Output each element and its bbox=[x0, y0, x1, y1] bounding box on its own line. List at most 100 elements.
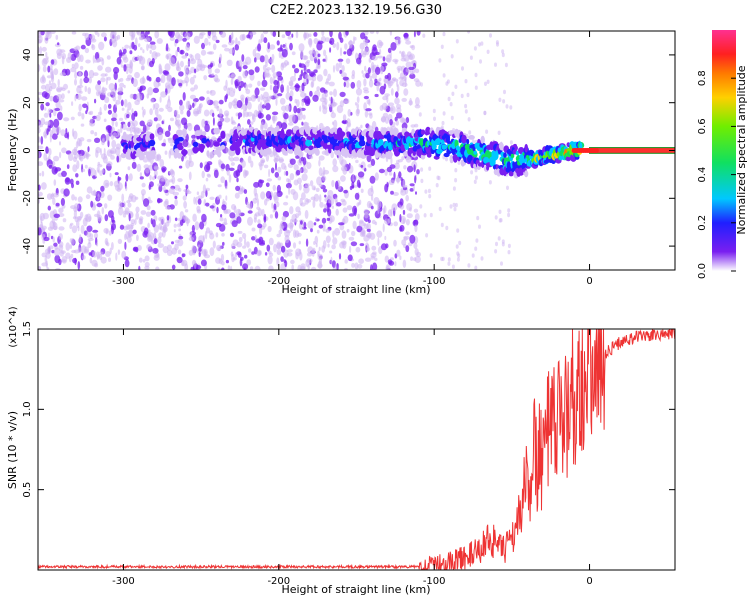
noise-speckle bbox=[226, 59, 233, 66]
noise-speckle bbox=[168, 57, 176, 66]
noise-speckle bbox=[355, 108, 360, 117]
noise-speckle bbox=[310, 266, 317, 270]
noise-speckle bbox=[157, 243, 164, 249]
carrier-line-steady bbox=[589, 147, 675, 154]
noise-speckle bbox=[105, 251, 111, 257]
noise-speckle bbox=[322, 240, 327, 249]
noise-speckle bbox=[272, 31, 277, 37]
noise-speckle bbox=[291, 219, 299, 223]
noise-speckle bbox=[297, 77, 301, 81]
noise-speckle bbox=[344, 43, 348, 50]
noise-speckle bbox=[357, 263, 363, 269]
noise-speckle bbox=[378, 77, 382, 82]
noise-speckle bbox=[89, 233, 94, 240]
noise-speckle bbox=[220, 214, 223, 218]
noise-speckle bbox=[182, 195, 187, 201]
noise-speckle bbox=[483, 110, 487, 116]
noise-speckle bbox=[175, 31, 181, 40]
y-tick-label: 0 bbox=[22, 147, 33, 153]
noise-speckle bbox=[94, 131, 98, 137]
carrier-track-point bbox=[217, 150, 222, 158]
noise-speckle bbox=[306, 69, 311, 73]
carrier-track-point bbox=[213, 127, 220, 135]
noise-speckle bbox=[193, 75, 197, 79]
noise-speckle bbox=[147, 86, 154, 96]
noise-speckle bbox=[206, 161, 213, 166]
carrier-track-point bbox=[390, 127, 394, 136]
noise-speckle bbox=[188, 236, 195, 241]
noise-speckle bbox=[422, 33, 426, 38]
noise-speckle bbox=[234, 192, 240, 199]
noise-speckle bbox=[351, 185, 355, 189]
noise-speckle bbox=[111, 117, 117, 122]
carrier-track-point bbox=[308, 145, 314, 151]
noise-speckle bbox=[124, 259, 130, 268]
noise-speckle bbox=[507, 243, 511, 249]
noise-speckle bbox=[171, 264, 176, 270]
noise-speckle bbox=[389, 107, 394, 112]
noise-speckle bbox=[173, 223, 177, 228]
noise-speckle bbox=[413, 219, 419, 226]
noise-speckle bbox=[458, 240, 462, 246]
noise-speckle bbox=[174, 243, 179, 251]
noise-speckle bbox=[101, 207, 105, 215]
noise-speckle bbox=[374, 51, 381, 56]
noise-speckle bbox=[203, 75, 208, 81]
x-tick-label: -200 bbox=[267, 576, 290, 587]
carrier-track-point bbox=[510, 153, 515, 158]
carrier-track-point bbox=[289, 149, 294, 154]
noise-speckle bbox=[111, 215, 115, 223]
noise-speckle bbox=[322, 188, 328, 193]
noise-speckle bbox=[38, 184, 41, 191]
carrier-track-point bbox=[328, 147, 332, 154]
noise-speckle bbox=[371, 219, 376, 225]
noise-speckle bbox=[105, 125, 112, 131]
noise-speckle bbox=[125, 230, 129, 240]
noise-speckle bbox=[319, 194, 322, 203]
carrier-track-point bbox=[461, 134, 467, 144]
noise-speckle bbox=[58, 233, 63, 241]
noise-speckle bbox=[411, 44, 416, 51]
noise-speckle bbox=[209, 205, 215, 209]
noise-speckle bbox=[149, 60, 154, 68]
noise-speckle bbox=[347, 254, 353, 262]
carrier-track-point bbox=[524, 170, 529, 178]
noise-speckle bbox=[140, 210, 147, 215]
noise-speckle bbox=[329, 37, 335, 45]
noise-speckle bbox=[378, 41, 384, 47]
noise-speckle bbox=[179, 60, 184, 68]
carrier-track-point bbox=[194, 130, 202, 137]
noise-speckle bbox=[440, 222, 444, 228]
noise-speckle bbox=[198, 103, 203, 109]
noise-speckle bbox=[420, 82, 423, 87]
noise-speckle bbox=[138, 43, 141, 48]
noise-speckle bbox=[310, 228, 313, 233]
noise-speckle bbox=[119, 224, 125, 230]
noise-speckle bbox=[413, 208, 419, 213]
noise-speckle bbox=[252, 48, 257, 57]
noise-speckle bbox=[79, 137, 85, 142]
noise-speckle bbox=[368, 112, 373, 116]
noise-speckle bbox=[235, 37, 238, 46]
noise-speckle bbox=[51, 249, 55, 254]
noise-speckle bbox=[390, 190, 394, 195]
noise-speckle bbox=[110, 155, 115, 160]
noise-speckle bbox=[390, 42, 397, 51]
noise-speckle bbox=[52, 197, 56, 206]
noise-speckle bbox=[38, 91, 43, 95]
noise-speckle bbox=[155, 266, 160, 270]
noise-speckle bbox=[58, 226, 65, 231]
noise-speckle bbox=[206, 96, 211, 105]
noise-speckle bbox=[191, 134, 196, 139]
noise-speckle bbox=[366, 228, 371, 232]
noise-speckle bbox=[38, 63, 41, 73]
noise-speckle bbox=[356, 103, 360, 110]
noise-speckle bbox=[146, 43, 149, 51]
noise-speckle bbox=[280, 44, 283, 51]
noise-speckle bbox=[71, 148, 78, 156]
noise-speckle bbox=[340, 165, 347, 172]
noise-speckle bbox=[330, 151, 335, 159]
noise-speckle bbox=[265, 190, 272, 199]
noise-speckle bbox=[374, 172, 379, 181]
noise-speckle bbox=[162, 224, 168, 233]
